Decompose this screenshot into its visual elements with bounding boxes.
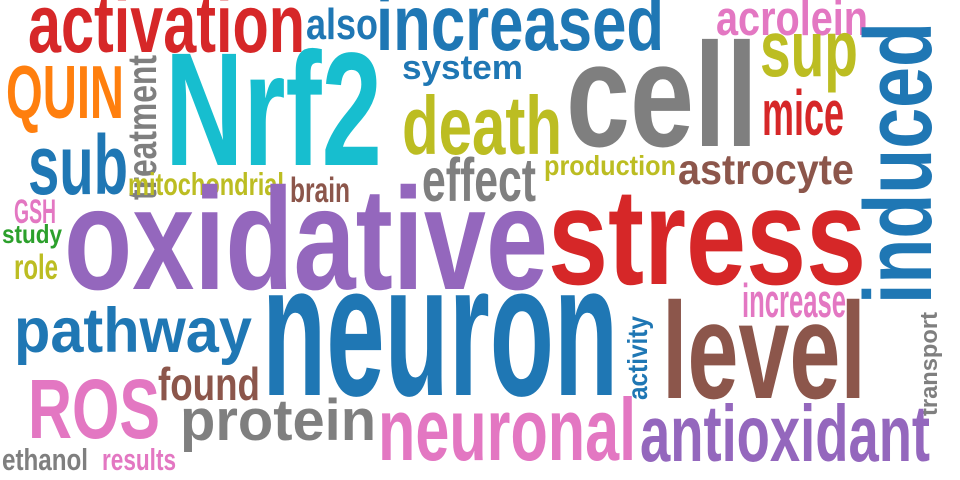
word-neuronal: neuronal: [378, 380, 637, 479]
word-cell: cell: [566, 13, 758, 179]
word-effect: effect: [422, 145, 537, 215]
word-production: production: [544, 150, 677, 182]
word-protein: protein: [180, 388, 377, 454]
word-ros: ROS: [28, 361, 161, 456]
word-quin: QUIN: [6, 49, 125, 134]
word-study: study: [2, 220, 63, 249]
word-results: results: [102, 444, 177, 477]
word-stress: stress: [548, 160, 867, 314]
word-found: found: [158, 357, 260, 410]
word-neuron: neuron: [262, 224, 619, 436]
word-activation: activation: [28, 0, 305, 70]
word-oxidative: oxidative: [64, 158, 549, 320]
word-ethanol: ethanol: [2, 444, 89, 477]
word-mice: mice: [762, 77, 844, 149]
word-mitochondrial: mitochondrial: [128, 165, 284, 202]
word-level: level: [662, 274, 866, 428]
word-nrf2: Nrf2: [165, 19, 382, 200]
word-sub: sub: [28, 117, 129, 212]
word-role: role: [14, 246, 58, 287]
word-system: system: [402, 49, 524, 88]
word-sup: sup: [760, 4, 858, 93]
word-brain: brain: [290, 169, 351, 210]
word-pathway: pathway: [14, 296, 252, 367]
word-astrocyte: astrocyte: [678, 146, 854, 195]
word-acrolein: acrolein: [716, 0, 869, 47]
word-antioxidant: antioxidant: [640, 389, 931, 479]
word-increase: increase: [742, 274, 846, 328]
word-increased: increased: [376, 0, 665, 68]
word-death: death: [402, 80, 563, 172]
word-also: also: [306, 0, 379, 50]
word-gsh: GSH: [14, 193, 57, 232]
